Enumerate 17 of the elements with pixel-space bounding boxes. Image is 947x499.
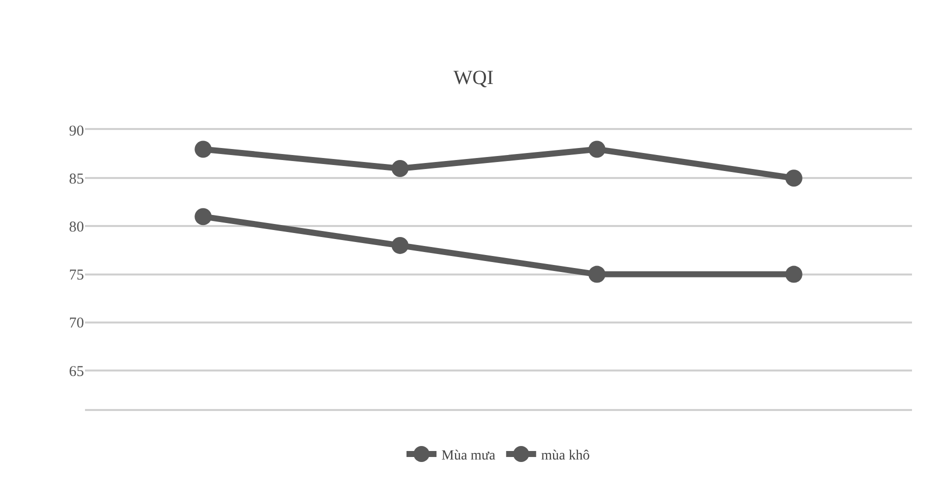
chart-title: WQI bbox=[454, 66, 494, 89]
point bbox=[785, 266, 802, 283]
point bbox=[392, 236, 409, 254]
legend-label: mùa khô bbox=[541, 448, 590, 464]
point bbox=[588, 266, 606, 283]
y-tick-label: 75 bbox=[69, 268, 84, 284]
legend-label: Mùa mưa bbox=[442, 448, 496, 464]
point bbox=[588, 140, 606, 158]
point bbox=[194, 140, 212, 158]
y-tick-label: 70 bbox=[69, 316, 84, 332]
y-tick-label: 80 bbox=[69, 219, 84, 236]
y-tick-label: 90 bbox=[69, 123, 84, 140]
y-tick-label: 85 bbox=[69, 171, 84, 188]
y-tick-label: 65 bbox=[69, 364, 84, 380]
point bbox=[392, 160, 409, 177]
point bbox=[785, 170, 802, 187]
point bbox=[194, 208, 212, 226]
